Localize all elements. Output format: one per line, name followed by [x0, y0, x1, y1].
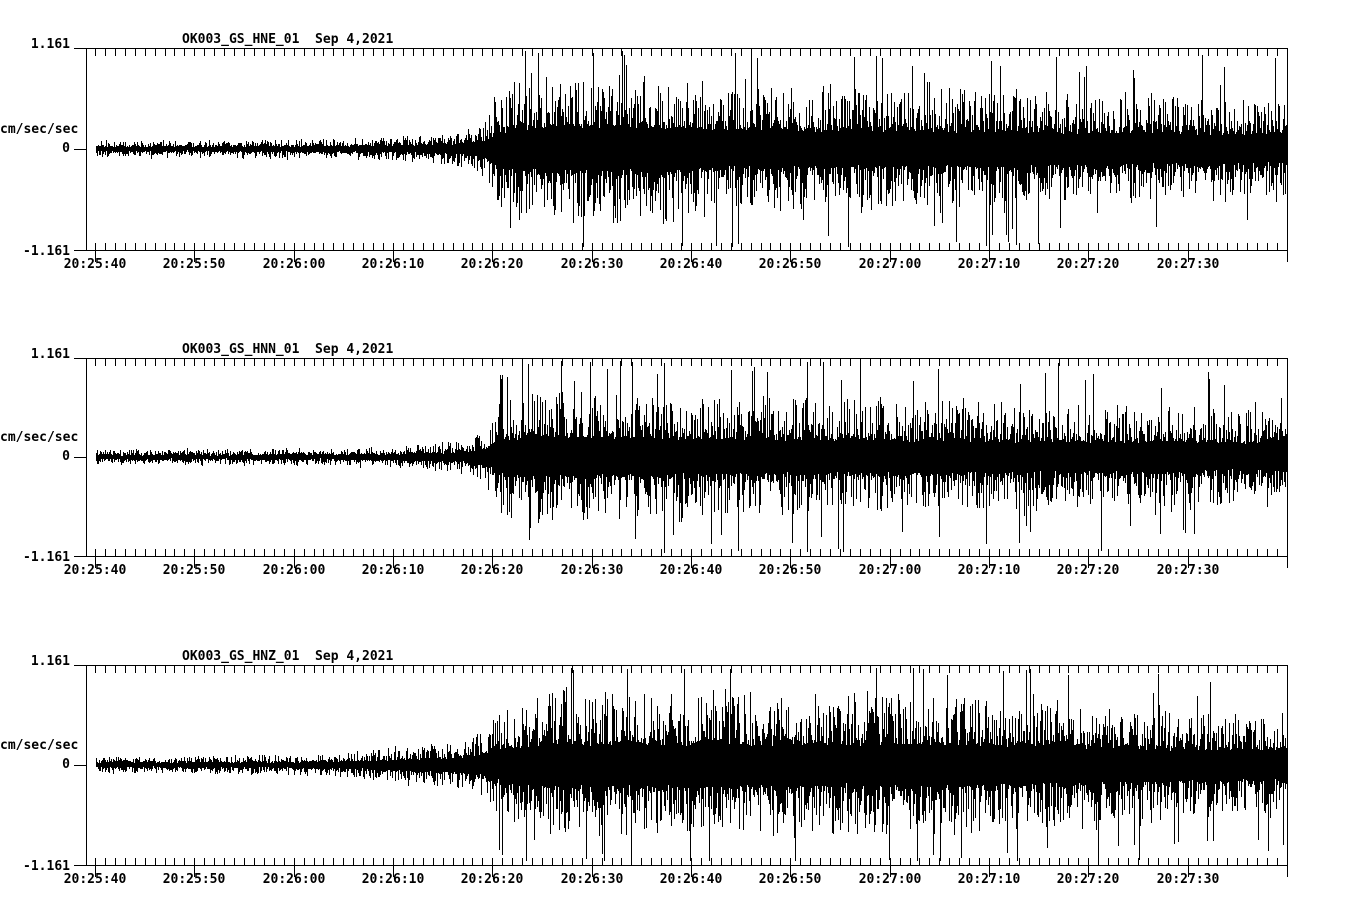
x-axis-tick-label: 20:27:00 [858, 257, 922, 272]
x-axis-tick-label: 20:27:00 [858, 563, 922, 578]
x-axis-tick-label: 20:27:10 [957, 563, 1021, 578]
x-axis-tick-label: 20:26:00 [262, 257, 326, 272]
x-axis-tick-label: 20:26:40 [659, 563, 723, 578]
y-axis-max-label: 1.161 [30, 654, 70, 669]
x-axis-tick-label: 20:26:50 [758, 257, 822, 272]
waveform-canvas [72, 358, 1304, 571]
x-axis-tick-label: 20:26:40 [659, 872, 723, 887]
y-axis-min-label: -1.161 [23, 550, 70, 565]
panel-title: OK003_GS_HNN_01 Sep 4,2021 [182, 342, 394, 357]
x-axis-tick-label: 20:25:40 [63, 257, 127, 272]
x-axis-tick-label: 20:26:50 [758, 872, 822, 887]
x-axis-tick-label: 20:25:40 [63, 563, 127, 578]
x-axis-tick-label: 20:26:10 [361, 872, 425, 887]
x-axis-tick-label: 20:25:50 [162, 257, 226, 272]
x-axis-tick-label: 20:26:20 [460, 563, 524, 578]
x-axis-tick-label: 20:26:10 [361, 257, 425, 272]
y-axis-zero-label: 0 [62, 449, 70, 464]
x-axis-tick-label: 20:27:30 [1156, 872, 1220, 887]
x-axis-tick-label: 20:26:00 [262, 872, 326, 887]
waveform-canvas [72, 665, 1304, 880]
y-axis-min-label: -1.161 [23, 859, 70, 874]
waveform-canvas [72, 48, 1304, 265]
y-axis-min-label: -1.161 [23, 244, 70, 259]
x-axis-tick-label: 20:26:40 [659, 257, 723, 272]
x-axis-tick-label: 20:26:00 [262, 563, 326, 578]
y-axis-unit-label: cm/sec/sec [0, 430, 79, 445]
x-axis-tick-label: 20:27:00 [858, 872, 922, 887]
x-axis-tick-label: 20:26:20 [460, 872, 524, 887]
x-axis-tick-label: 20:27:20 [1056, 872, 1120, 887]
panel-title: OK003_GS_HNE_01 Sep 4,2021 [182, 32, 394, 47]
x-axis-tick-label: 20:27:10 [957, 872, 1021, 887]
x-axis-tick-label: 20:25:40 [63, 872, 127, 887]
x-axis-tick-label: 20:26:30 [560, 872, 624, 887]
panel-title: OK003_GS_HNZ_01 Sep 4,2021 [182, 649, 394, 664]
y-axis-unit-label: cm/sec/sec [0, 738, 79, 753]
x-axis-tick-label: 20:25:50 [162, 563, 226, 578]
y-axis-max-label: 1.161 [30, 37, 70, 52]
x-axis-tick-label: 20:27:30 [1156, 257, 1220, 272]
x-axis-tick-label: 20:27:10 [957, 257, 1021, 272]
y-axis-unit-label: cm/sec/sec [0, 122, 79, 137]
x-axis-tick-label: 20:26:50 [758, 563, 822, 578]
x-axis-tick-label: 20:26:10 [361, 563, 425, 578]
x-axis-tick-label: 20:25:50 [162, 872, 226, 887]
x-axis-tick-label: 20:26:30 [560, 257, 624, 272]
x-axis-tick-label: 20:26:20 [460, 257, 524, 272]
x-axis-tick-label: 20:27:30 [1156, 563, 1220, 578]
y-axis-zero-label: 0 [62, 141, 70, 156]
x-axis-tick-label: 20:27:20 [1056, 563, 1120, 578]
x-axis-tick-label: 20:26:30 [560, 563, 624, 578]
y-axis-zero-label: 0 [62, 757, 70, 772]
y-axis-max-label: 1.161 [30, 347, 70, 362]
x-axis-tick-label: 20:27:20 [1056, 257, 1120, 272]
